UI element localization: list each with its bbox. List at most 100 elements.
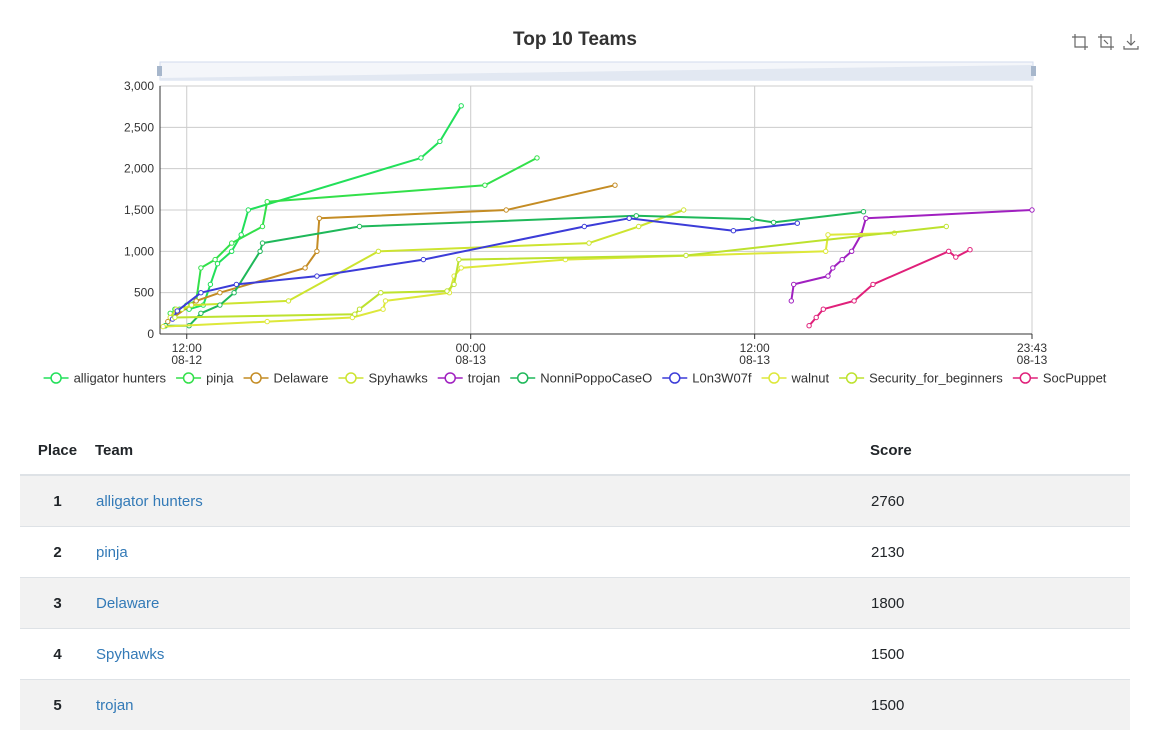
- data-point[interactable]: [483, 183, 487, 187]
- data-point[interactable]: [750, 217, 754, 221]
- data-point[interactable]: [826, 233, 830, 237]
- legend-item[interactable]: Delaware: [244, 371, 329, 386]
- data-point[interactable]: [807, 324, 811, 328]
- data-point[interactable]: [789, 299, 793, 303]
- data-point[interactable]: [504, 208, 508, 212]
- data-point[interactable]: [445, 289, 449, 293]
- data-point[interactable]: [166, 319, 170, 323]
- data-point[interactable]: [850, 249, 854, 253]
- team-link[interactable]: trojan: [96, 697, 134, 714]
- data-point[interactable]: [826, 274, 830, 278]
- data-point[interactable]: [634, 214, 638, 218]
- data-point[interactable]: [954, 255, 958, 259]
- data-point[interactable]: [230, 249, 234, 253]
- data-point[interactable]: [968, 248, 972, 252]
- legend-item[interactable]: Security_for_beginners: [839, 371, 1003, 386]
- data-point[interactable]: [232, 291, 236, 295]
- data-point[interactable]: [218, 303, 222, 307]
- data-point[interactable]: [218, 291, 222, 295]
- team-link[interactable]: pinja: [96, 544, 128, 561]
- data-point[interactable]: [208, 282, 212, 286]
- download-icon[interactable]: [1124, 34, 1138, 49]
- data-point[interactable]: [199, 266, 203, 270]
- data-point[interactable]: [260, 241, 264, 245]
- data-point[interactable]: [357, 224, 361, 228]
- data-point[interactable]: [315, 274, 319, 278]
- legend-item[interactable]: NonniPoppoCaseO: [510, 371, 652, 386]
- data-point[interactable]: [840, 257, 844, 261]
- data-point[interactable]: [199, 291, 203, 295]
- data-point[interactable]: [419, 156, 423, 160]
- data-point[interactable]: [535, 156, 539, 160]
- slider-handle-left[interactable]: [157, 66, 162, 76]
- data-point[interactable]: [459, 104, 463, 108]
- data-point[interactable]: [871, 282, 875, 286]
- data-point[interactable]: [234, 282, 238, 286]
- data-point[interactable]: [383, 299, 387, 303]
- data-point[interactable]: [947, 249, 951, 253]
- data-point[interactable]: [731, 229, 735, 233]
- data-point[interactable]: [1030, 208, 1034, 212]
- data-point[interactable]: [265, 319, 269, 323]
- data-point[interactable]: [459, 266, 463, 270]
- legend[interactable]: alligator hunters pinja Delaware Spyhawks tr…: [44, 371, 1107, 386]
- data-point[interactable]: [452, 282, 456, 286]
- legend-item[interactable]: walnut: [762, 371, 830, 386]
- legend-item[interactable]: SocPuppet: [1013, 371, 1107, 386]
- data-point[interactable]: [582, 224, 586, 228]
- team-link[interactable]: Spyhawks: [96, 646, 164, 663]
- slider-handle-right[interactable]: [1031, 66, 1036, 76]
- zoom-reset-icon[interactable]: [1098, 34, 1114, 50]
- team-link[interactable]: alligator hunters: [96, 493, 203, 510]
- data-point[interactable]: [795, 221, 799, 225]
- data-point[interactable]: [438, 139, 442, 143]
- data-point[interactable]: [613, 183, 617, 187]
- data-point[interactable]: [173, 315, 177, 319]
- data-point[interactable]: [161, 324, 165, 328]
- data-point[interactable]: [587, 241, 591, 245]
- legend-item[interactable]: Spyhawks: [338, 371, 428, 386]
- data-point[interactable]: [286, 299, 290, 303]
- data-point[interactable]: [215, 262, 219, 266]
- data-point[interactable]: [824, 249, 828, 253]
- data-point[interactable]: [230, 241, 234, 245]
- data-point[interactable]: [684, 253, 688, 257]
- data-point[interactable]: [381, 307, 385, 311]
- data-point[interactable]: [831, 266, 835, 270]
- data-point[interactable]: [303, 266, 307, 270]
- legend-item[interactable]: trojan: [438, 371, 501, 386]
- data-point[interactable]: [627, 216, 631, 220]
- data-point[interactable]: [260, 224, 264, 228]
- data-point[interactable]: [792, 282, 796, 286]
- data-point[interactable]: [771, 220, 775, 224]
- data-point[interactable]: [199, 311, 203, 315]
- data-point[interactable]: [814, 315, 818, 319]
- data-point[interactable]: [258, 249, 262, 253]
- data-point[interactable]: [421, 257, 425, 261]
- legend-item[interactable]: alligator hunters: [44, 371, 167, 386]
- data-point[interactable]: [265, 200, 269, 204]
- data-point[interactable]: [317, 216, 321, 220]
- data-point[interactable]: [246, 208, 250, 212]
- legend-item[interactable]: pinja: [176, 371, 234, 386]
- data-point[interactable]: [864, 216, 868, 220]
- data-point[interactable]: [944, 224, 948, 228]
- data-point[interactable]: [213, 257, 217, 261]
- data-point[interactable]: [637, 224, 641, 228]
- data-point[interactable]: [379, 291, 383, 295]
- data-point[interactable]: [376, 249, 380, 253]
- data-point[interactable]: [861, 210, 865, 214]
- data-point[interactable]: [189, 303, 193, 307]
- team-link[interactable]: Delaware: [96, 595, 159, 612]
- data-point[interactable]: [175, 309, 179, 313]
- data-point[interactable]: [353, 312, 357, 316]
- data-zoom-slider[interactable]: [157, 62, 1036, 80]
- data-point[interactable]: [852, 299, 856, 303]
- legend-item[interactable]: L0n3W07f: [662, 371, 752, 386]
- data-point[interactable]: [682, 208, 686, 212]
- data-point[interactable]: [194, 299, 198, 303]
- zoom-icon[interactable]: [1072, 34, 1088, 50]
- data-point[interactable]: [821, 307, 825, 311]
- data-point[interactable]: [315, 249, 319, 253]
- data-point[interactable]: [357, 307, 361, 311]
